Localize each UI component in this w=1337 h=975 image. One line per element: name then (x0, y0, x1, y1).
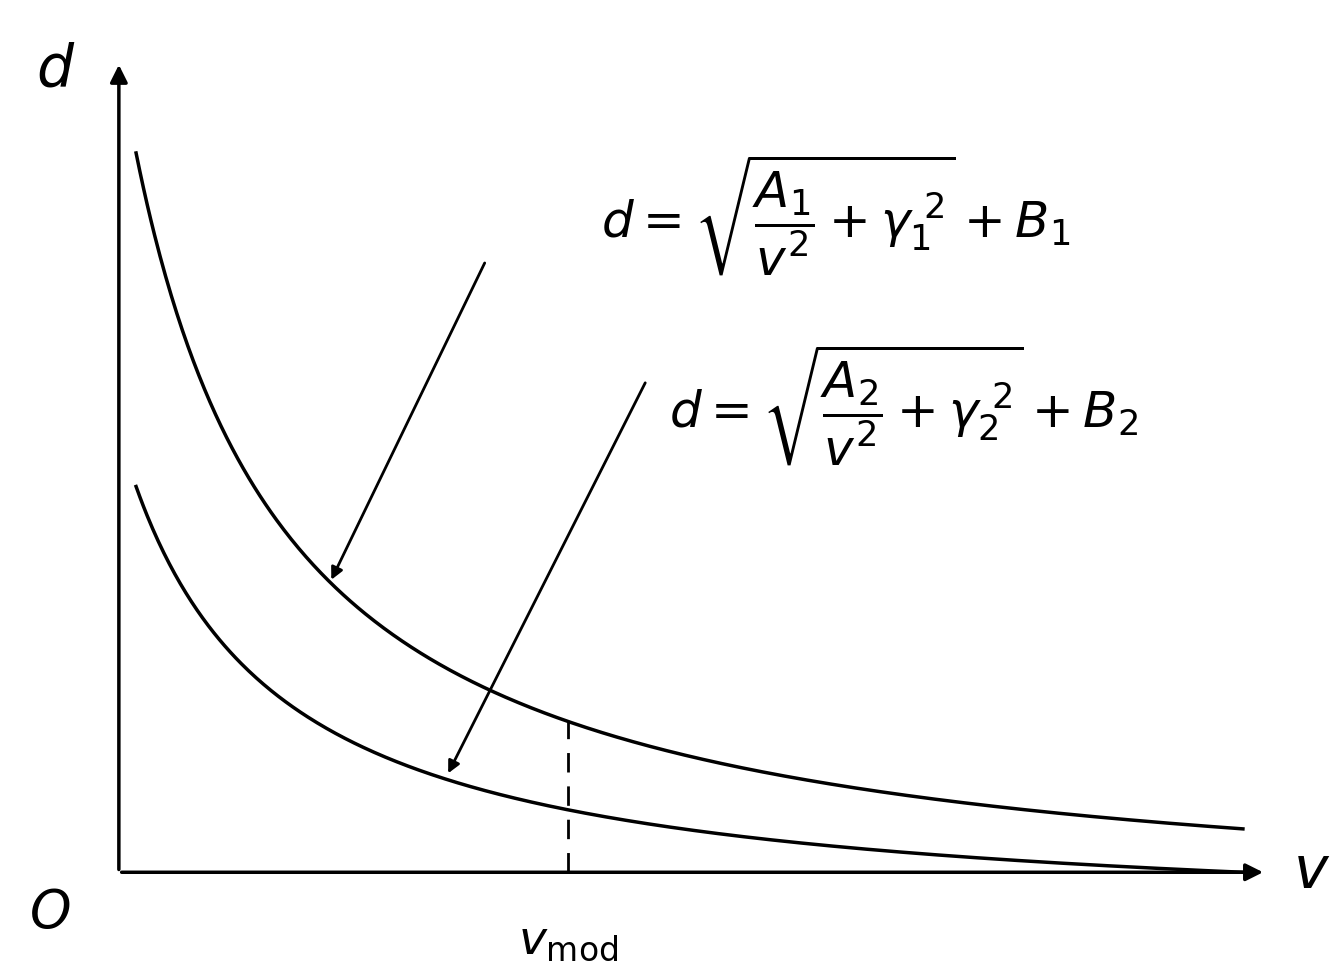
Text: $O$: $O$ (29, 888, 71, 939)
Text: $d$: $d$ (36, 42, 75, 98)
Text: $v_{\mathrm{mod}}$: $v_{\mathrm{mod}}$ (517, 917, 618, 963)
Text: $d = \sqrt{\dfrac{A_2}{v^2} + \gamma_2^{\ 2}} + B_2$: $d = \sqrt{\dfrac{A_2}{v^2} + \gamma_2^{… (670, 343, 1138, 468)
Text: $d = \sqrt{\dfrac{A_1}{v^2} + \gamma_1^{\ 2}} + B_1$: $d = \sqrt{\dfrac{A_1}{v^2} + \gamma_1^{… (600, 153, 1070, 278)
Text: $v$: $v$ (1293, 844, 1330, 901)
